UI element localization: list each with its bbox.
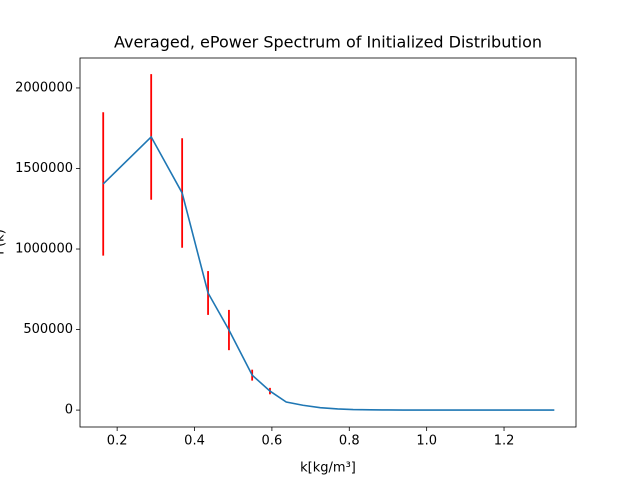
y-axis-label: P(k)	[0, 229, 8, 255]
plot-frame	[79, 57, 577, 428]
x-tick-label: 1.0	[416, 434, 437, 449]
x-tick-label: 0.8	[339, 434, 360, 449]
x-tick-label: 0.2	[107, 434, 128, 449]
x-tick-label: 1.2	[494, 434, 515, 449]
x-axis-label: k[kg/m³]	[300, 461, 356, 476]
data-line	[102, 135, 555, 411]
y-tick-label: 1500000	[15, 161, 73, 176]
x-tick-label: 0.4	[184, 434, 205, 449]
y-tick-label: 500000	[23, 322, 73, 337]
x-tick-label: 0.6	[262, 434, 283, 449]
chart-title: Averaged, ePower Spectrum of Initialized…	[114, 33, 542, 52]
y-tick-label: 1000000	[15, 242, 73, 257]
y-tick-label: 2000000	[15, 80, 73, 95]
y-tick-label: 0	[65, 403, 73, 418]
